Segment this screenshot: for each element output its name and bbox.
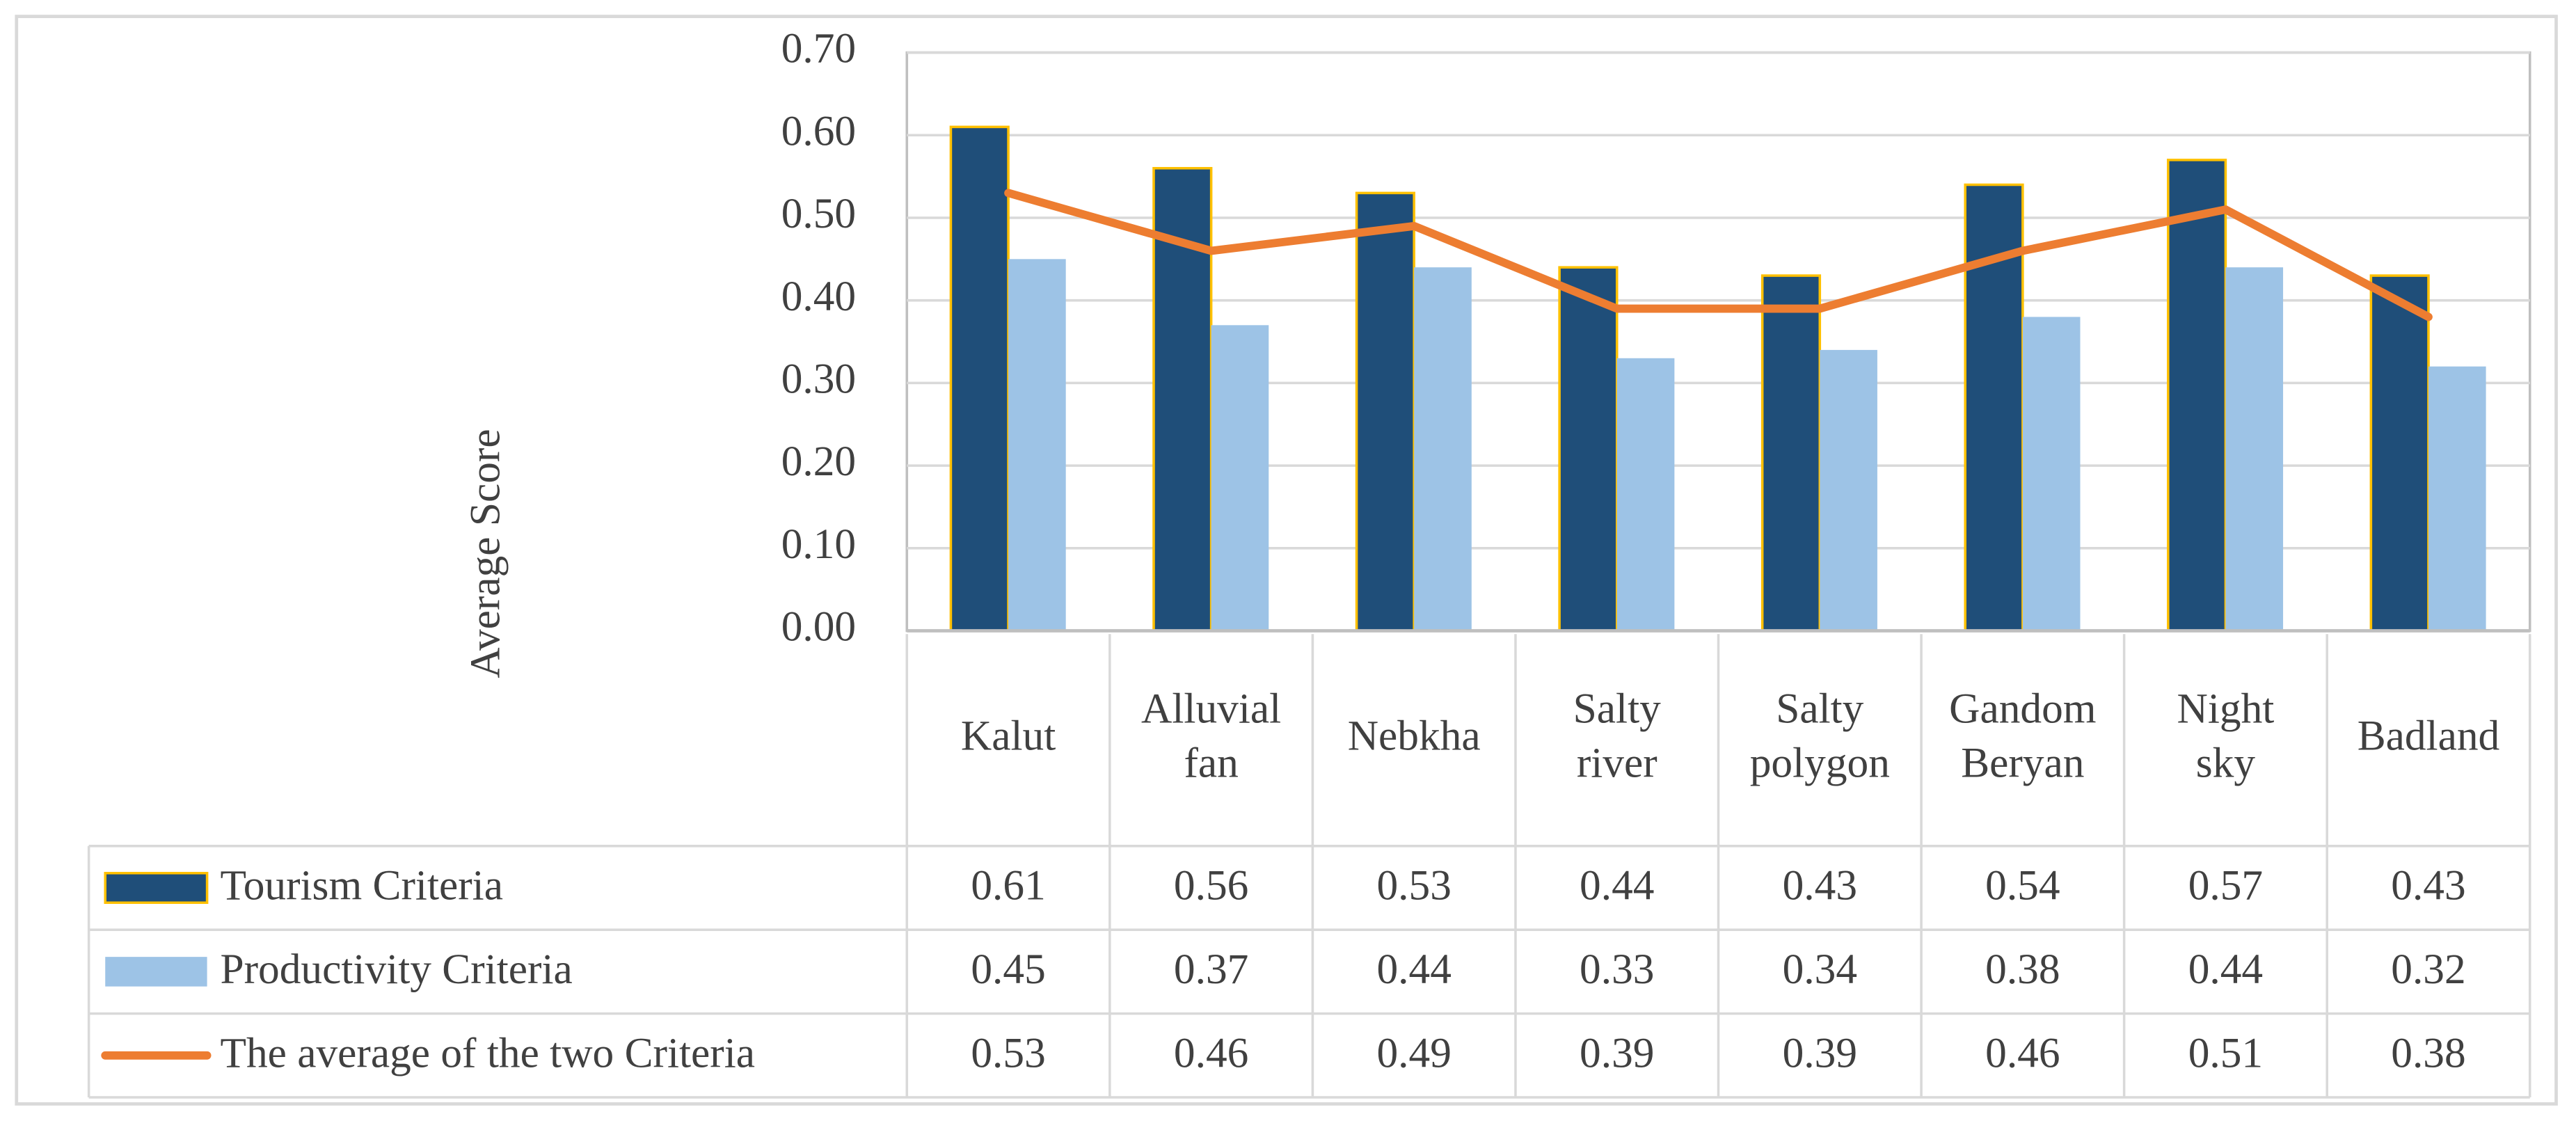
bar — [1760, 274, 1822, 633]
table-value: 0.56 — [1174, 861, 1248, 909]
table-value: 0.43 — [1783, 861, 1857, 909]
table-value: 0.38 — [1985, 946, 2060, 993]
legend-key — [104, 871, 209, 905]
category-label: Kalut — [961, 713, 1056, 760]
table-value: 0.46 — [1985, 1029, 2060, 1076]
table-value: 0.45 — [971, 946, 1045, 993]
legend-label: Tourism Criteria — [220, 861, 502, 909]
table-value: 0.39 — [1783, 1029, 1857, 1076]
table-value: 0.44 — [1376, 946, 1451, 993]
table-value: 0.54 — [1985, 861, 2060, 909]
bar — [1414, 267, 1472, 631]
plot-area — [905, 51, 2531, 633]
legend-label: Productivity Criteria — [220, 946, 572, 993]
category-label: Nebkha — [1348, 713, 1481, 760]
y-tick-label: 0.70 — [781, 25, 856, 72]
table-value: 0.44 — [1580, 861, 1654, 909]
table-value: 0.49 — [1376, 1029, 1451, 1076]
bar — [1820, 349, 1877, 631]
y-axis-label: Average Score — [462, 429, 509, 678]
bar — [2022, 317, 2081, 631]
table-value: 0.46 — [1174, 1029, 1248, 1076]
table-value: 0.38 — [2391, 1029, 2465, 1076]
bar — [1211, 325, 1269, 631]
y-tick-label: 0.00 — [781, 603, 856, 651]
y-tick-label: 0.10 — [781, 520, 856, 568]
table-value: 0.51 — [2188, 1029, 2263, 1076]
legend-key — [105, 957, 207, 987]
category-label: Badland — [2358, 713, 2500, 760]
bar — [2167, 159, 2227, 633]
category-label: Gandom Beryan — [1949, 685, 2096, 787]
table-value: 0.53 — [971, 1029, 1045, 1076]
bar — [1616, 358, 1675, 631]
legend-label: The average of the two Criteria — [220, 1029, 755, 1076]
bar — [2225, 267, 2284, 631]
y-tick-label: 0.50 — [781, 190, 856, 237]
bar — [1558, 266, 1619, 633]
table-value: 0.33 — [1580, 946, 1654, 993]
table-value: 0.57 — [2188, 861, 2263, 909]
chart-border — [15, 15, 2558, 1106]
y-tick-label: 0.20 — [781, 438, 856, 485]
bar — [1355, 191, 1415, 633]
y-tick-label: 0.40 — [781, 273, 856, 320]
bar — [2369, 274, 2430, 633]
category-label: Alluvial fan — [1141, 685, 1281, 787]
table-value: 0.43 — [2391, 861, 2465, 909]
line — [1004, 189, 2433, 321]
bar — [949, 125, 1010, 633]
category-label: Night sky — [2177, 685, 2275, 787]
table-value: 0.39 — [1580, 1029, 1654, 1076]
y-tick-label: 0.30 — [781, 355, 856, 402]
y-tick-label: 0.60 — [781, 107, 856, 154]
table-value: 0.32 — [2391, 946, 2465, 993]
bar — [1008, 259, 1066, 631]
table-value: 0.34 — [1783, 946, 1857, 993]
category-label: Salty river — [1573, 685, 1661, 787]
table-value: 0.37 — [1174, 946, 1248, 993]
category-label: Salty polygon — [1750, 685, 1890, 787]
table-value: 0.53 — [1376, 861, 1451, 909]
table-value: 0.44 — [2188, 946, 2263, 993]
table-value: 0.61 — [971, 861, 1045, 909]
bar — [2428, 366, 2486, 631]
